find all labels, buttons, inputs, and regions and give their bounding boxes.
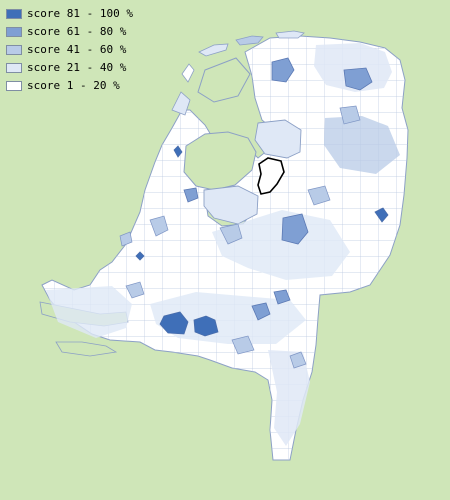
municipality-81-100-d xyxy=(135,251,145,261)
municipality-61-80-a xyxy=(271,57,295,83)
legend-swatch-21-40 xyxy=(6,63,22,73)
municipality-61-80-e xyxy=(251,302,271,321)
municipality-41-60-c xyxy=(307,185,331,206)
municipality-61-80-f xyxy=(273,289,291,305)
legend-label-81-100: score 81 - 100 % xyxy=(27,7,133,20)
drenthe-region xyxy=(324,116,400,174)
flevoland-region xyxy=(203,119,302,225)
ameland-island xyxy=(235,35,264,46)
legend-swatch-81-100 xyxy=(6,9,22,19)
municipality-41-60-f xyxy=(125,281,145,299)
legend-item-81-100: score 81 - 100 % xyxy=(6,5,133,23)
legend-label-1-20: score 1 - 20 % xyxy=(27,79,120,92)
wadden-islands xyxy=(171,30,305,116)
vlieland-island xyxy=(181,63,195,83)
municipality-81-100-c xyxy=(173,145,183,158)
legend-label-21-40: score 21 - 40 % xyxy=(27,61,127,74)
zeeland-region xyxy=(46,286,132,338)
legend-swatch-41-60 xyxy=(6,45,22,55)
legend-label-41-60: score 41 - 60 % xyxy=(27,43,127,56)
municipality-41-60-a xyxy=(149,215,169,237)
municipality-61-80-b xyxy=(343,67,373,91)
municipality-41-60-g xyxy=(119,231,133,247)
medium-score-municipalities xyxy=(119,105,361,369)
provincial-shading xyxy=(46,43,400,446)
legend-item-1-20: score 1 - 20 % xyxy=(6,77,133,95)
mid-high-score-municipalities xyxy=(183,57,373,321)
municipality-41-60-e xyxy=(289,351,307,369)
ijsselmeer-water xyxy=(183,131,257,191)
texel-island xyxy=(171,91,191,116)
highlighted-municipality-outline xyxy=(257,157,285,195)
municipality-81-100-b xyxy=(193,315,219,337)
gelderland-region xyxy=(212,210,350,280)
legend-label-61-80: score 61 - 80 % xyxy=(27,25,127,38)
flevoland-south xyxy=(203,185,259,225)
wadden-water xyxy=(197,57,251,103)
limburg-region xyxy=(268,350,310,446)
municipality-41-60-h xyxy=(339,105,361,125)
flevoland-north xyxy=(254,119,302,159)
highlighted-municipality xyxy=(257,157,285,195)
legend-item-61-80: score 61 - 80 % xyxy=(6,23,133,41)
municipality-61-80-c xyxy=(281,213,309,245)
municipality-61-80-d xyxy=(183,187,199,203)
legend-item-21-40: score 21 - 40 % xyxy=(6,59,133,77)
high-score-municipalities xyxy=(135,145,389,337)
legend-swatch-61-80 xyxy=(6,27,22,37)
groningen-region xyxy=(314,43,392,92)
municipality-81-100-a xyxy=(159,311,189,335)
terschelling-island xyxy=(198,43,229,57)
municipality-41-60-b xyxy=(219,223,243,245)
legend-item-41-60: score 41 - 60 % xyxy=(6,41,133,59)
municipality-81-100-e xyxy=(374,207,389,223)
legend-swatch-1-20 xyxy=(6,81,22,91)
municipality-41-60-d xyxy=(231,335,255,355)
schiermonnikoog-island xyxy=(275,30,305,39)
southwest-estuary-2 xyxy=(55,341,118,357)
map-legend: score 81 - 100 % score 61 - 80 % score 4… xyxy=(6,5,133,95)
